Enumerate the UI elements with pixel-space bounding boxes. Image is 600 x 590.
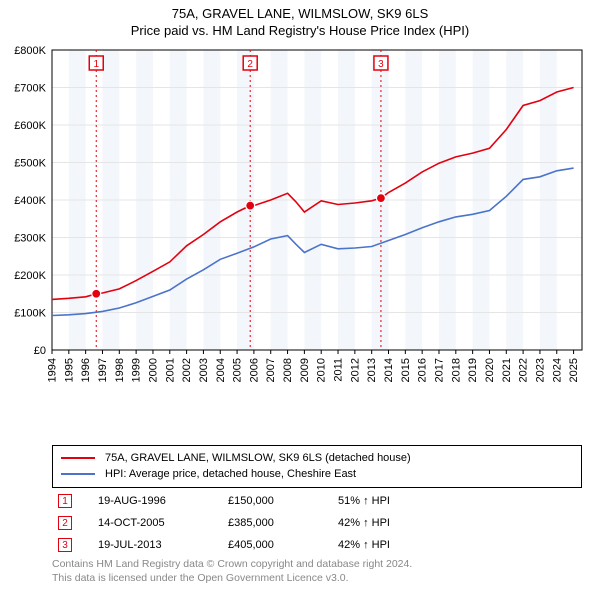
event-price: £405,000 [228,539,338,551]
event-price: £385,000 [228,517,338,529]
svg-text:1994: 1994 [47,358,59,382]
svg-text:2019: 2019 [467,358,479,382]
svg-text:2013: 2013 [366,358,378,382]
svg-text:1: 1 [93,59,99,70]
attribution-footer: Contains HM Land Registry data © Crown c… [52,558,582,585]
footer-line: This data is licensed under the Open Gov… [52,572,582,586]
event-note: 42% ↑ HPI [338,517,390,529]
event-table: 1 19-AUG-1996£150,00051% ↑ HPI 2 14-OCT-200… [52,490,582,556]
svg-text:2005: 2005 [232,358,244,382]
svg-text:2023: 2023 [534,358,546,382]
svg-text:2015: 2015 [400,358,412,382]
svg-text:2021: 2021 [501,358,513,382]
footer-line: Contains HM Land Registry data © Crown c… [52,558,582,572]
legend-item: HPI: Average price, detached house, Ches… [61,466,573,482]
event-row: 2 14-OCT-2005£385,00042% ↑ HPI [52,512,582,534]
svg-text:2012: 2012 [349,358,361,382]
svg-text:1999: 1999 [131,358,143,382]
svg-text:2024: 2024 [551,358,563,382]
event-note: 51% ↑ HPI [338,495,390,507]
svg-text:2025: 2025 [568,358,580,382]
event-date: 19-AUG-1996 [98,495,228,507]
svg-text:1998: 1998 [114,358,126,382]
svg-text:£600K: £600K [14,120,46,132]
legend-item: 75A, GRAVEL LANE, WILMSLOW, SK9 6LS (det… [61,450,573,466]
event-note: 42% ↑ HPI [338,539,390,551]
svg-text:2000: 2000 [147,358,159,382]
svg-text:2016: 2016 [417,358,429,382]
svg-text:2018: 2018 [450,358,462,382]
event-date: 14-OCT-2005 [98,517,228,529]
svg-text:£400K: £400K [14,195,46,207]
svg-text:£300K: £300K [14,233,46,245]
event-row: 1 19-AUG-1996£150,00051% ↑ HPI [52,490,582,512]
event-row: 3 19-JUL-2013£405,00042% ↑ HPI [52,534,582,556]
svg-text:2010: 2010 [316,358,328,382]
svg-text:2017: 2017 [433,358,445,382]
price-chart: £0£100K£200K£300K£400K£500K£600K£700K£80… [52,50,582,400]
svg-text:2003: 2003 [198,358,210,382]
event-price: £150,000 [228,495,338,507]
svg-text:2007: 2007 [265,358,277,382]
svg-text:1997: 1997 [97,358,109,382]
svg-text:2009: 2009 [299,358,311,382]
svg-text:2014: 2014 [383,358,395,382]
event-badge: 3 [58,538,72,552]
svg-text:1996: 1996 [80,358,92,382]
svg-text:£800K: £800K [14,45,46,57]
event-badge: 1 [58,494,72,508]
svg-text:£0: £0 [34,345,46,357]
svg-text:2: 2 [247,59,253,70]
svg-text:£700K: £700K [14,83,46,95]
event-date: 19-JUL-2013 [98,539,228,551]
svg-text:2011: 2011 [333,358,345,382]
legend-label: HPI: Average price, detached house, Ches… [105,468,356,480]
event-badge: 2 [58,516,72,530]
svg-text:2002: 2002 [181,358,193,382]
title-subtitle: Price paid vs. HM Land Registry's House … [0,23,600,38]
svg-text:2022: 2022 [518,358,530,382]
legend-swatch [61,457,95,459]
chart-legend: 75A, GRAVEL LANE, WILMSLOW, SK9 6LS (det… [52,445,582,488]
title-address: 75A, GRAVEL LANE, WILMSLOW, SK9 6LS [0,6,600,21]
svg-text:£100K: £100K [14,308,46,320]
svg-text:2020: 2020 [484,358,496,382]
svg-text:3: 3 [378,59,384,70]
svg-text:£200K: £200K [14,270,46,282]
legend-swatch [61,473,95,475]
svg-text:2004: 2004 [215,358,227,382]
legend-label: 75A, GRAVEL LANE, WILMSLOW, SK9 6LS (det… [105,452,411,464]
svg-text:£500K: £500K [14,158,46,170]
svg-text:2008: 2008 [282,358,294,382]
svg-text:2001: 2001 [164,358,176,382]
svg-text:1995: 1995 [63,358,75,382]
svg-text:2006: 2006 [248,358,260,382]
